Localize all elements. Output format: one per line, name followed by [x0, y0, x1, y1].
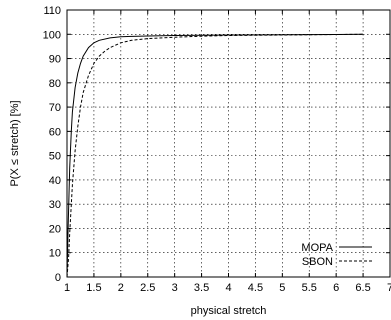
- x-tick-label: 4.5: [248, 282, 263, 294]
- y-tick-label: 80: [49, 78, 61, 90]
- ticks: [66, 9, 391, 278]
- legend: MOPA SBON: [301, 242, 372, 268]
- x-tick-label: 2: [118, 282, 124, 294]
- x-tick-label: 6: [333, 282, 339, 294]
- y-tick-label: 30: [49, 199, 61, 211]
- legend-label-sbon: SBON: [302, 256, 333, 268]
- x-tick-labels: 1 1.5 2 2.5 3 3.5 4 4.5 5 5.5 6 6.5 7: [64, 282, 391, 294]
- y-tick-label: 40: [49, 175, 61, 187]
- series-line-sbon: [66, 33, 364, 278]
- y-tick-label: 0: [55, 272, 61, 284]
- x-tick-label: 5: [279, 282, 285, 294]
- y-tick-label: 10: [49, 248, 61, 260]
- x-axis-label: physical stretch: [191, 305, 267, 317]
- x-tick-label: 1: [64, 282, 70, 294]
- x-tick-label: 2.5: [140, 282, 155, 294]
- x-tick-label: 3: [172, 282, 178, 294]
- x-tick-label: 1.5: [86, 282, 101, 294]
- x-tick-label: 4: [225, 282, 231, 294]
- grid: [67, 10, 390, 277]
- x-tick-label: 5.5: [302, 282, 317, 294]
- x-tick-label: 6.5: [355, 282, 370, 294]
- y-tick-label: 50: [49, 151, 61, 163]
- y-tick-label: 100: [43, 29, 61, 41]
- y-tick-label: 70: [49, 102, 61, 114]
- y-tick-label: 20: [49, 223, 61, 235]
- legend-label-mopa: MOPA: [301, 242, 333, 254]
- y-axis-label: P(X ≤ stretch) [%]: [9, 100, 21, 186]
- y-tick-label: 110: [43, 5, 61, 17]
- y-tick-label: 60: [49, 126, 61, 138]
- series-line-mopa: [66, 33, 364, 278]
- y-tick-labels: 0 10 20 30 40 50 60 70 80 90 100 110: [43, 5, 61, 284]
- y-tick-label: 90: [49, 54, 61, 66]
- x-tick-label: 3.5: [194, 282, 209, 294]
- x-tick-label: 7: [387, 282, 391, 294]
- series-group: [66, 33, 364, 278]
